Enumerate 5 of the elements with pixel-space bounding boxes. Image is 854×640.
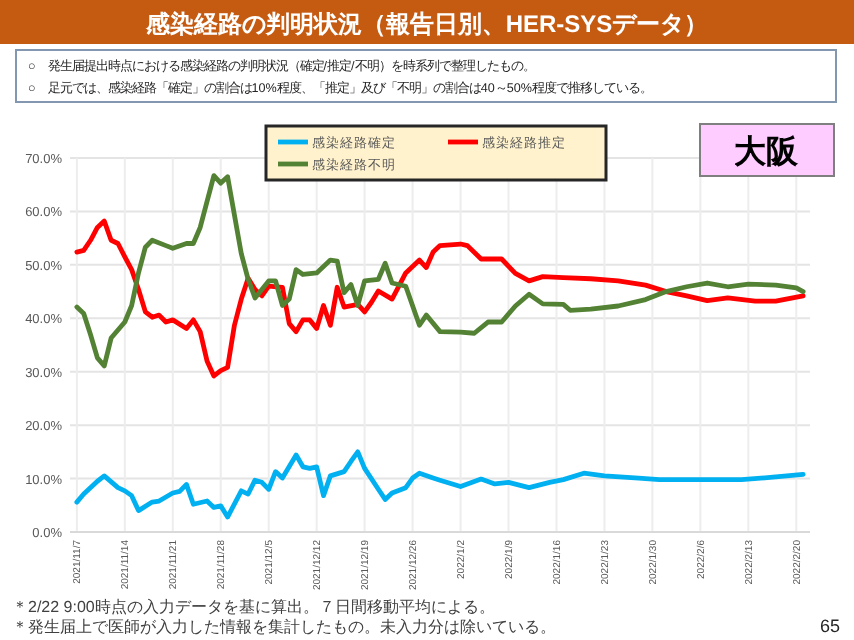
annotation: 大阪: [734, 134, 800, 170]
title: 感染経路の判明状況（報告日別、HER-SYSデータ）: [145, 10, 709, 38]
text: ＊2/22 9:00時点の入力データを基に算出。７日間移動平均による。: [12, 598, 495, 616]
text: ＊発生届上で医師が入力した情報を集計したもの。未入力分は除いている。: [12, 618, 556, 636]
text: 65: [819, 616, 840, 636]
